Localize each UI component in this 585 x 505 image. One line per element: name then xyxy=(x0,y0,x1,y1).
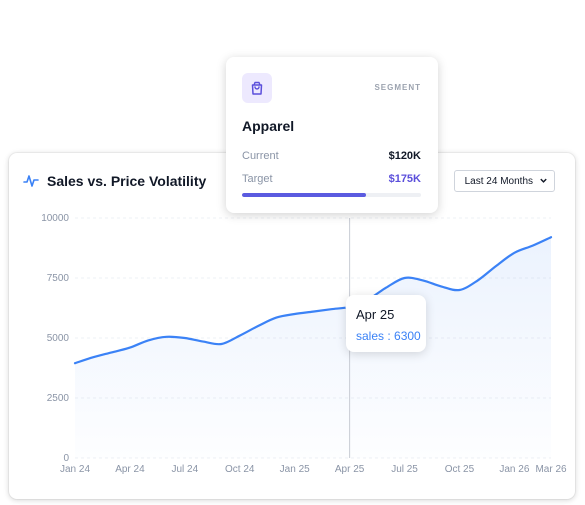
target-progress-fill xyxy=(242,193,366,197)
y-tick-label: 2500 xyxy=(47,393,70,404)
y-tick-label: 5000 xyxy=(47,333,70,344)
x-tick-label: Apr 25 xyxy=(335,464,365,475)
target-progress-bar xyxy=(242,193,421,197)
x-tick-label: Jul 24 xyxy=(172,464,199,475)
x-tick-label: Jan 26 xyxy=(499,464,529,475)
tooltip-value: sales : 6300 xyxy=(356,329,421,343)
segment-label: SEGMENT xyxy=(374,83,421,92)
tooltip-date: Apr 25 xyxy=(356,307,395,322)
target-row: Target $175K xyxy=(242,173,421,185)
x-tick-label: Oct 24 xyxy=(225,464,255,475)
chart-tooltip: Apr 25 sales : 6300 xyxy=(346,295,426,352)
chart-title-text: Sales vs. Price Volatility xyxy=(47,173,207,189)
chart-title: Sales vs. Price Volatility xyxy=(23,173,206,189)
sales-line xyxy=(73,236,553,365)
range-select-value: Last 24 Months xyxy=(464,175,533,187)
x-tick-label: Jul 25 xyxy=(391,464,418,475)
current-row: Current $120K xyxy=(242,150,421,162)
chevron-down-icon xyxy=(539,176,548,187)
target-label: Target xyxy=(242,173,273,185)
x-tick-label: Oct 25 xyxy=(445,464,475,475)
shopping-bag-icon xyxy=(242,73,272,103)
sales-area xyxy=(75,237,551,458)
segment-card: SEGMENT Apparel Current $120K Target $17… xyxy=(226,57,438,213)
range-select[interactable]: Last 24 Months xyxy=(453,170,555,192)
segment-name: Apparel xyxy=(242,118,295,134)
x-tick-label: Mar 26 xyxy=(535,464,567,475)
target-value: $175K xyxy=(388,173,421,185)
x-tick-label: Apr 24 xyxy=(115,464,145,475)
x-tick-label: Jan 24 xyxy=(60,464,90,475)
activity-icon xyxy=(23,173,39,189)
current-label: Current xyxy=(242,150,279,162)
y-tick-label: 10000 xyxy=(41,213,69,224)
y-tick-label: 7500 xyxy=(47,273,70,284)
x-tick-label: Jan 25 xyxy=(280,464,310,475)
y-tick-label: 0 xyxy=(63,453,69,464)
current-value: $120K xyxy=(388,150,421,162)
